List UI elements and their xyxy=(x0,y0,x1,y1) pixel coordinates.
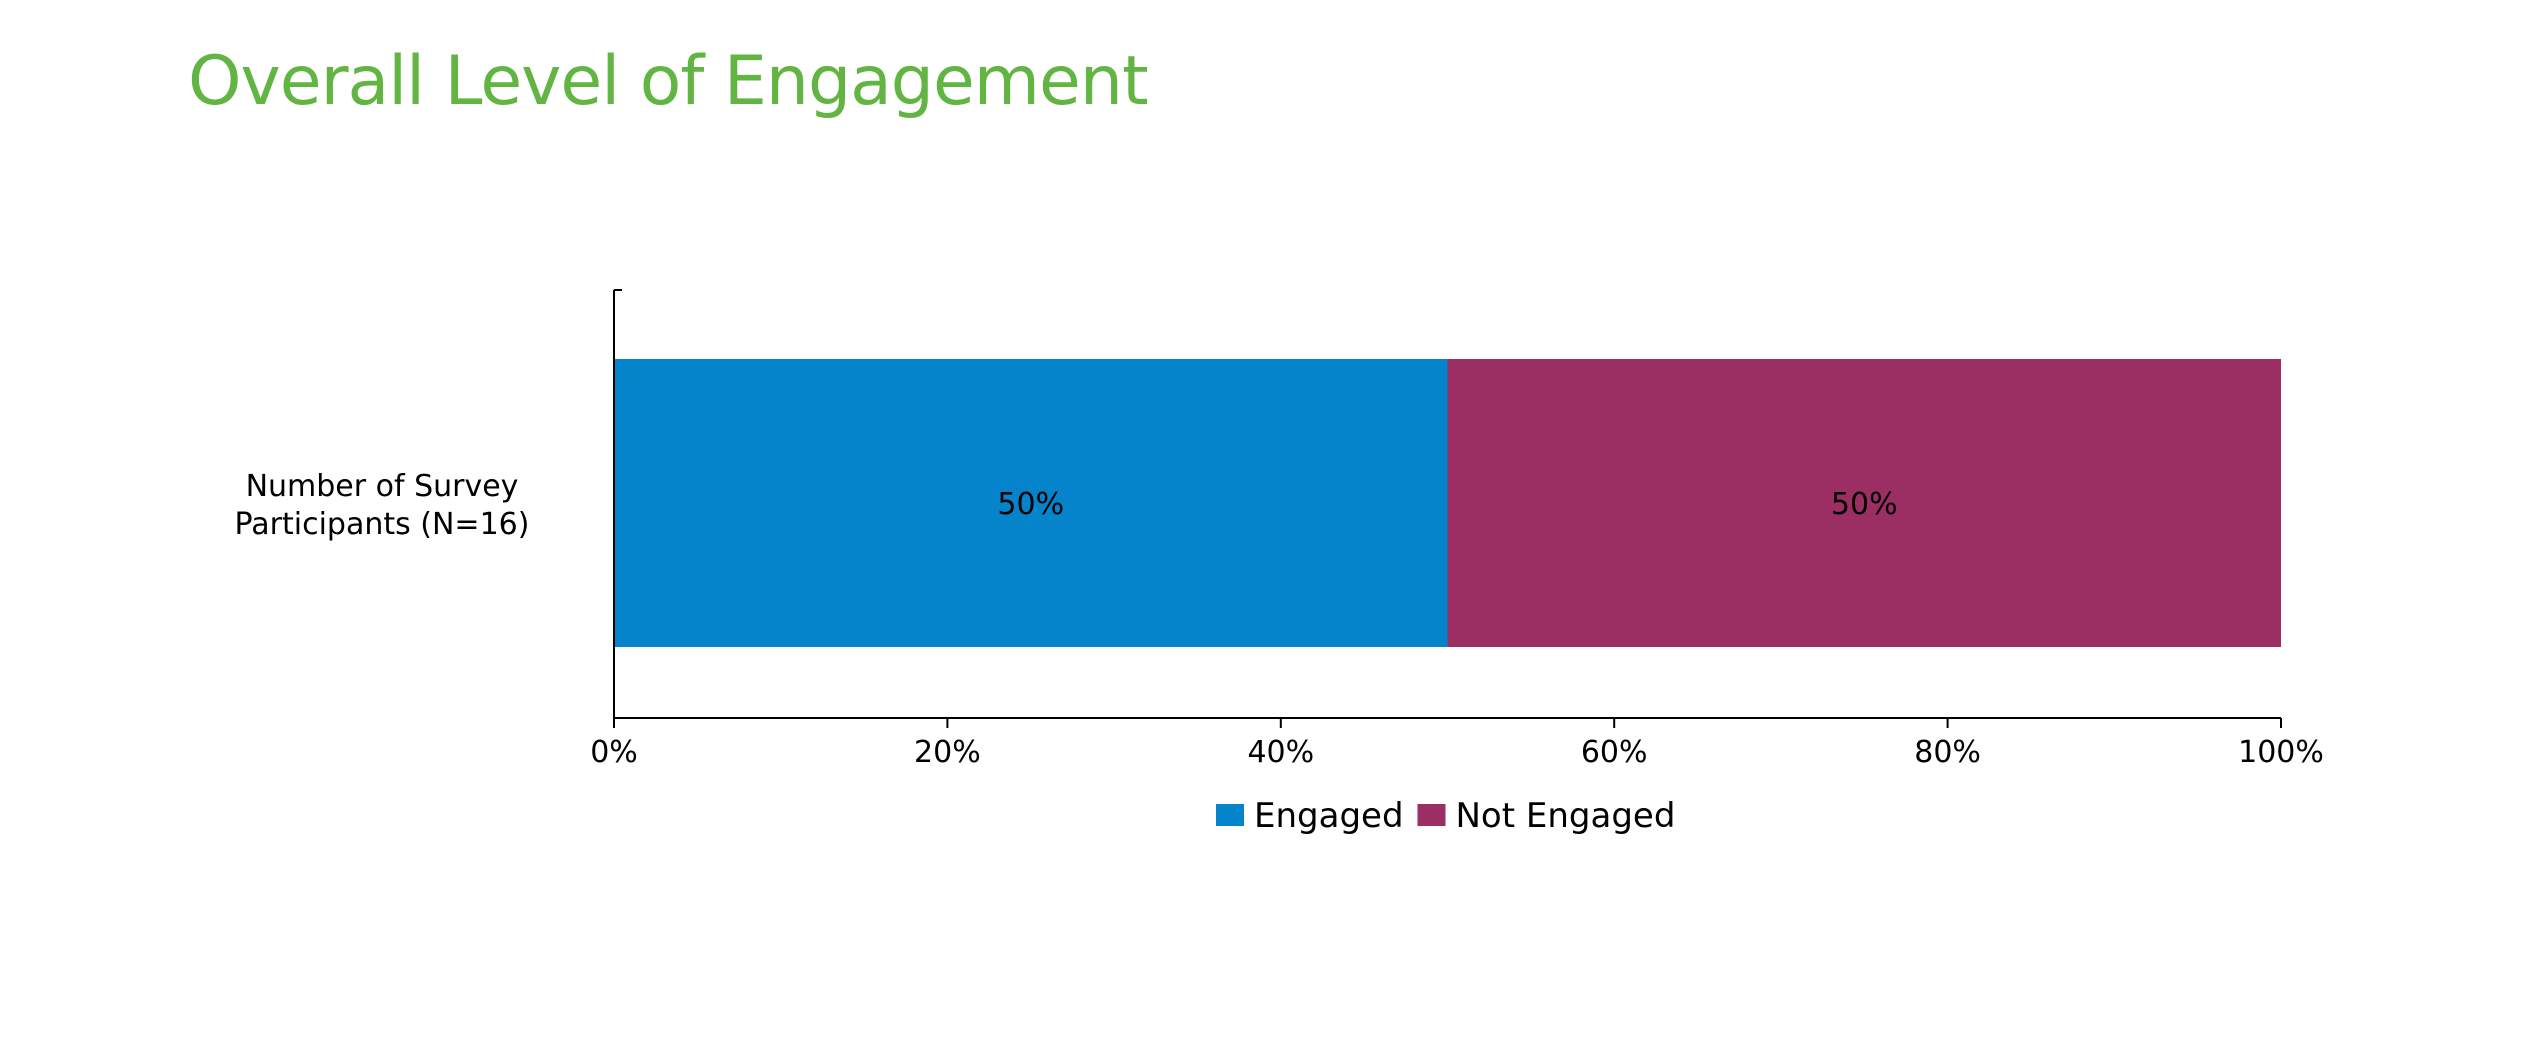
legend-label-not-engaged: Not Engaged xyxy=(1456,796,1676,836)
legend-item-not-engaged: Not Engaged xyxy=(1417,796,1676,836)
x-tick-label: 80% xyxy=(1914,735,1981,770)
category-labels: Number of Survey Participants (N=16) xyxy=(235,469,530,542)
legend-item-engaged: Engaged xyxy=(1216,796,1404,836)
x-tick-label: 40% xyxy=(1247,735,1314,770)
bar-not-engaged xyxy=(1447,359,2281,647)
data-label-not-engaged: 50% xyxy=(1831,487,1898,522)
data-label-engaged: 50% xyxy=(997,487,1064,522)
x-tick-label: 0% xyxy=(590,735,638,770)
slide-title: Overall Level of Engagement xyxy=(188,42,1149,121)
x-tick-label: 100% xyxy=(2238,735,2324,770)
bar-group: 50% 50% xyxy=(614,359,2281,647)
legend-swatch-not-engaged xyxy=(1417,804,1446,826)
category-label-line-2: Participants (N=16) xyxy=(235,507,530,542)
legend: Engaged Not Engaged xyxy=(1216,796,1675,836)
bar-engaged xyxy=(614,359,1448,647)
legend-label-engaged: Engaged xyxy=(1254,796,1404,836)
legend-swatch-engaged xyxy=(1216,804,1244,826)
x-tick-label: 60% xyxy=(1581,735,1648,770)
category-label-line-1: Number of Survey xyxy=(246,469,519,504)
axes: 0% 20% 40% 60% 80% 100% xyxy=(590,289,2324,770)
x-tick-label: 20% xyxy=(914,735,981,770)
